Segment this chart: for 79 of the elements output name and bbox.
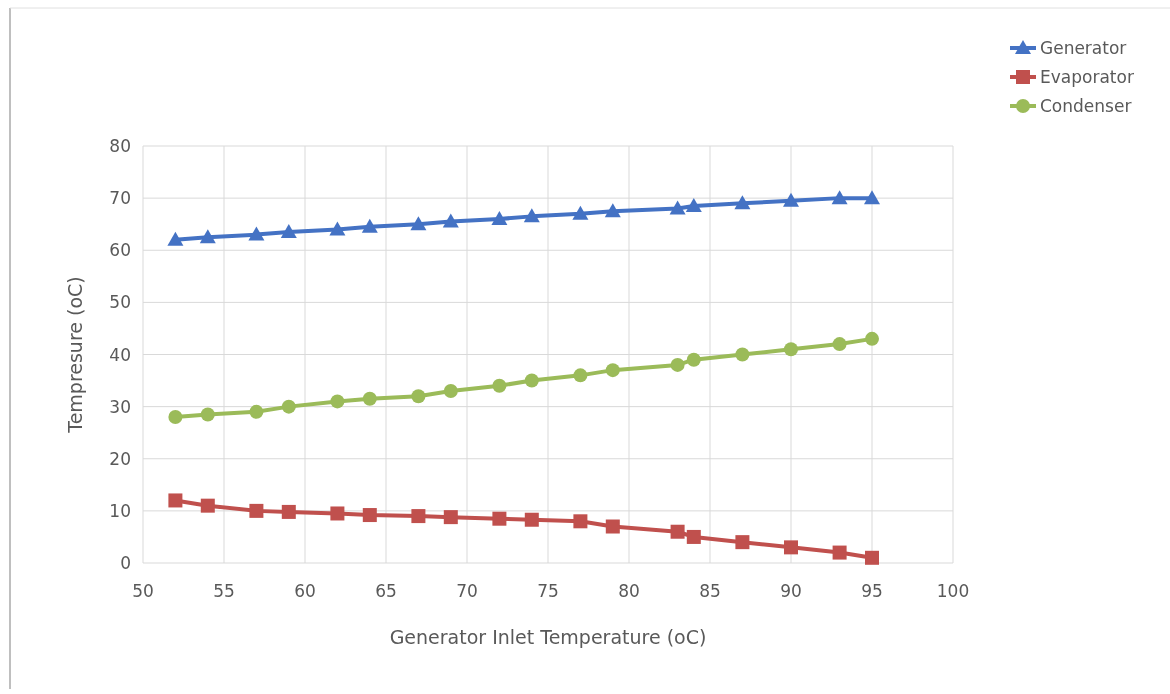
y-tick-label: 50	[109, 292, 131, 313]
point	[280, 224, 297, 239]
point	[249, 404, 264, 419]
point	[362, 391, 377, 406]
point	[281, 399, 296, 414]
point	[523, 208, 540, 223]
x-tick-label: 65	[375, 581, 397, 601]
x-tick-label: 100	[936, 581, 970, 601]
point	[832, 545, 847, 560]
y-axis-title: Tempresure (oC)	[64, 276, 86, 434]
x-tick-label: 55	[213, 581, 235, 601]
point	[685, 197, 702, 212]
point	[686, 529, 701, 544]
point	[168, 410, 183, 425]
point	[329, 221, 346, 236]
point	[168, 493, 183, 508]
point	[281, 504, 296, 519]
legend-label: Condenser	[1040, 96, 1132, 116]
x-tick-label: 75	[537, 581, 559, 601]
y-tick-label: 70	[109, 188, 131, 209]
x-tick-label: 70	[456, 581, 478, 601]
y-tick-label: 10	[109, 500, 131, 521]
point	[865, 331, 879, 346]
point	[784, 342, 798, 357]
point	[361, 218, 378, 233]
point	[864, 190, 880, 205]
point	[784, 540, 798, 555]
point	[670, 357, 685, 372]
point	[865, 550, 879, 565]
point	[411, 509, 426, 524]
x-tick-label: 90	[780, 581, 802, 601]
x-tick-label: 80	[618, 581, 640, 601]
point	[734, 195, 751, 210]
point	[443, 383, 458, 398]
point	[832, 337, 847, 352]
point	[200, 498, 215, 513]
point	[248, 226, 265, 241]
point	[362, 508, 377, 523]
point	[686, 352, 701, 367]
x-axis-title: Generator Inlet Temperature (oC)	[389, 626, 707, 648]
point	[410, 216, 427, 231]
point	[605, 519, 620, 534]
y-tick-label: 30	[109, 396, 131, 417]
x-tick-label: 60	[294, 581, 316, 601]
y-tick-label: 40	[109, 344, 131, 365]
point	[735, 535, 750, 550]
point	[199, 229, 216, 244]
point	[249, 503, 264, 518]
point	[783, 192, 799, 207]
y-tick-label: 60	[109, 240, 131, 261]
y-tick-label: 80	[109, 136, 131, 156]
point	[330, 394, 345, 409]
point	[492, 511, 507, 526]
point	[831, 190, 848, 205]
point	[573, 368, 588, 383]
point	[524, 373, 539, 388]
point	[735, 347, 750, 362]
point	[670, 524, 685, 539]
point	[200, 407, 215, 422]
point	[167, 231, 184, 246]
legend-label: Evaporator	[1040, 67, 1134, 87]
point	[605, 363, 620, 378]
point	[492, 378, 507, 393]
y-tick-label: 0	[120, 553, 131, 573]
point	[604, 203, 621, 218]
y-tick-label: 20	[109, 448, 131, 469]
point	[573, 514, 588, 529]
point	[443, 510, 458, 525]
legend-label: Generator	[1040, 38, 1127, 58]
x-tick-label: 85	[699, 581, 721, 601]
point	[524, 512, 539, 527]
point	[442, 213, 459, 228]
point	[491, 210, 508, 225]
point	[669, 200, 686, 215]
point	[330, 506, 345, 521]
x-tick-label: 50	[132, 581, 154, 601]
x-tick-label: 95	[861, 581, 883, 601]
point	[572, 205, 589, 220]
point	[411, 389, 426, 404]
